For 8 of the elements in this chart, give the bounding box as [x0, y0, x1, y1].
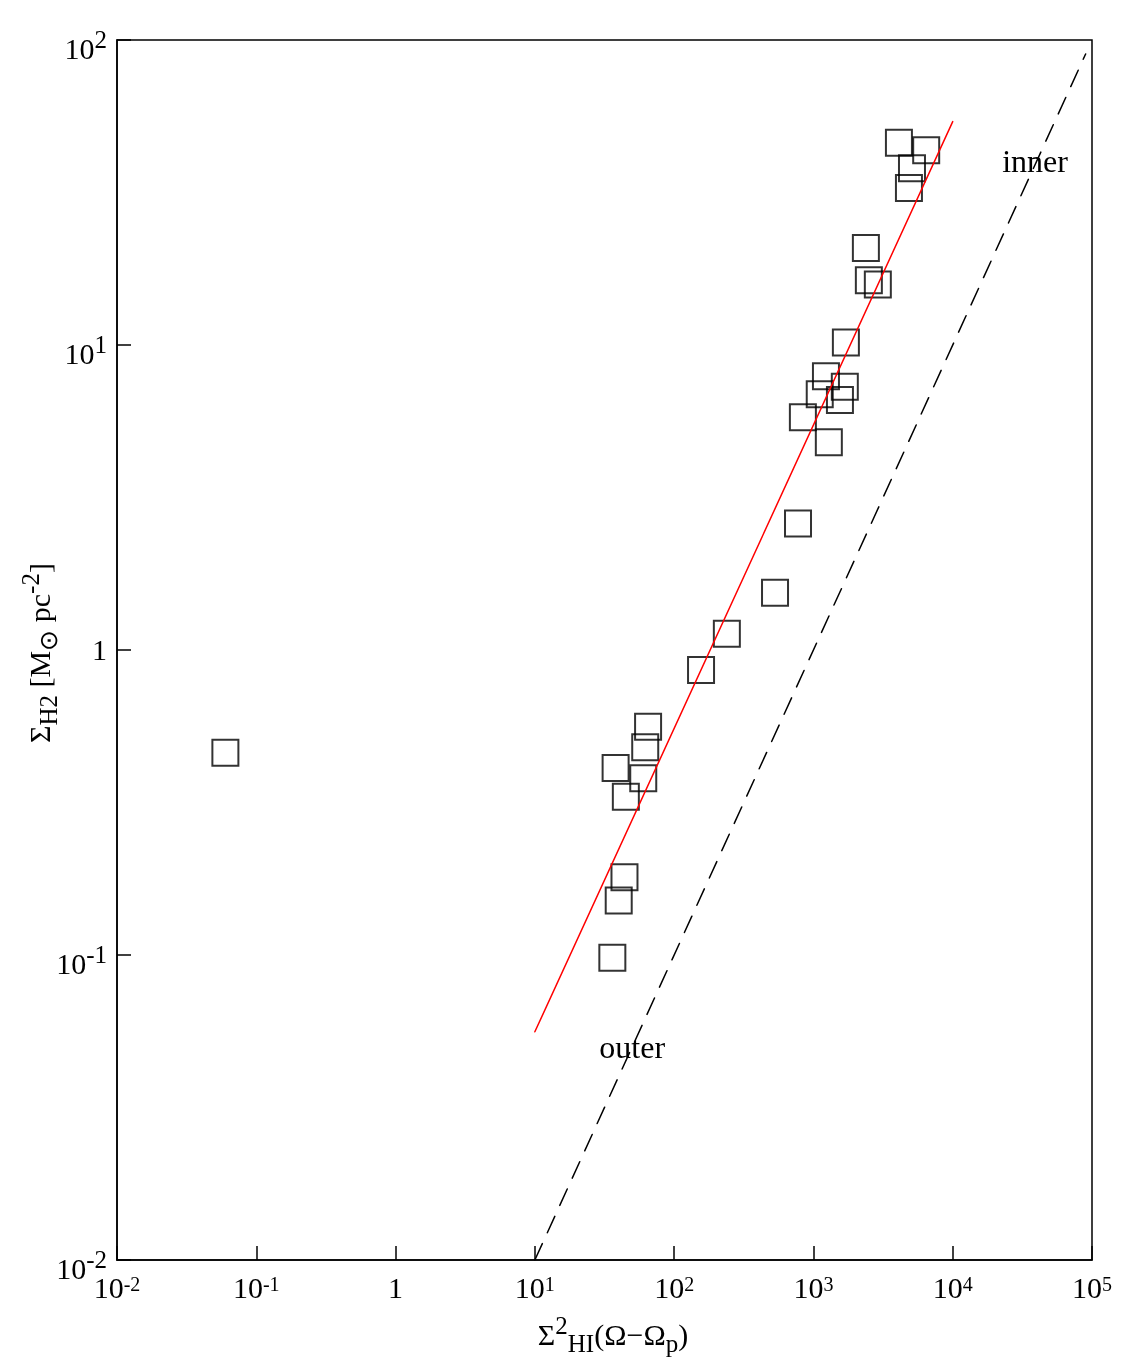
- annotation: outer: [599, 1028, 666, 1065]
- y-tick-label: 10$^{2}$: [63, 25, 107, 67]
- annotation: inner: [1002, 143, 1069, 180]
- y-tick-label: 1: [92, 633, 107, 666]
- y-tick-label: 10$^{1}$: [63, 330, 107, 372]
- x-tick-label: 1: [388, 1270, 404, 1304]
- y-tick-label: 10$^{-1}$: [55, 940, 107, 982]
- x-axis-title: Σ$^{2}$$_{HI}$(Ω−Ω$_{p}$): [536, 1312, 690, 1358]
